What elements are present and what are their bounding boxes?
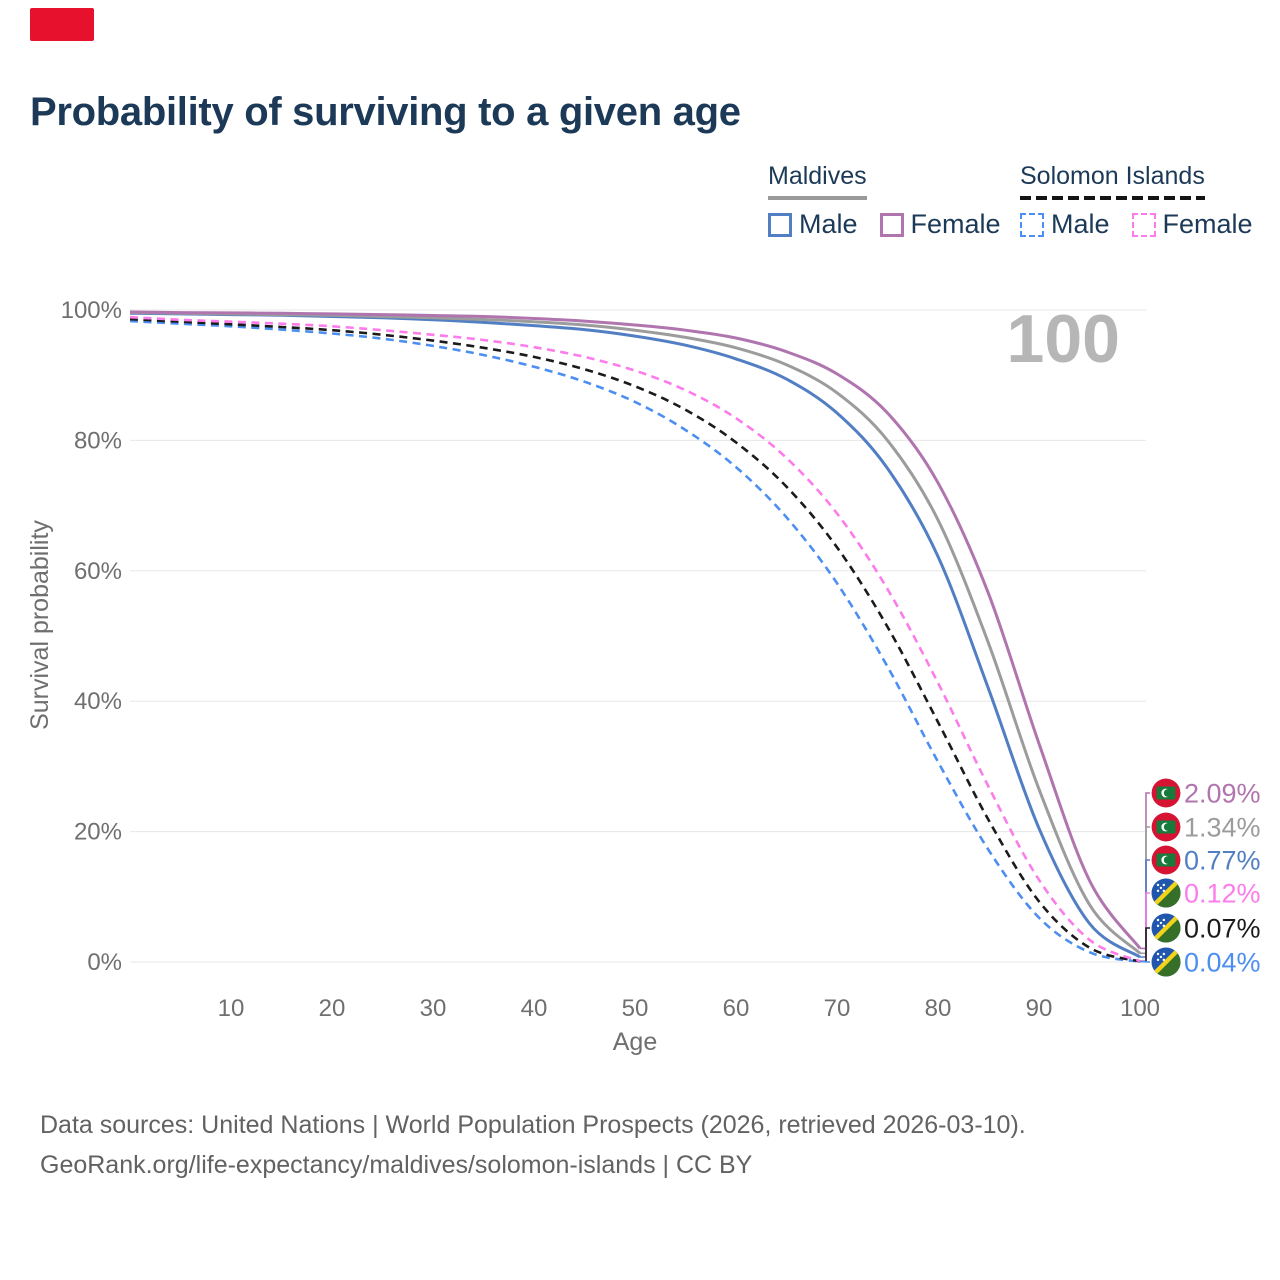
brand-logo-mark (30, 8, 94, 41)
end-value-label-maldives-female: 2.09% (1184, 779, 1261, 809)
x-tick-label: 60 (723, 995, 750, 1022)
x-axis-title: Age (613, 1028, 657, 1056)
legend-group-maldives: Maldives Male Female (768, 162, 1001, 240)
legend-swatch-maldives-male (768, 212, 792, 237)
maldives-flag-icon (1151, 812, 1181, 842)
legend-group-title-maldives[interactable]: Maldives (768, 162, 867, 190)
legend-item-solomon-male[interactable]: Male (1020, 209, 1110, 240)
series-line-solomon-male[interactable] (129, 319, 1141, 963)
legend-swatch-solomon-male (1020, 212, 1044, 237)
solomon-islands-flag-icon (1151, 913, 1181, 943)
series-line-maldives-female[interactable] (129, 310, 1142, 950)
end-value-label-solomon-male: 0.04% (1184, 948, 1261, 978)
legend-item-label: Male (1051, 209, 1110, 239)
y-tick-label: 0% (87, 949, 122, 976)
legend-group-solomon-islands: Solomon Islands Male Female (1020, 162, 1253, 240)
legend-item-maldives-male[interactable]: Male (768, 209, 858, 240)
maldives-flag-icon (1151, 845, 1181, 875)
series-line-maldives-all[interactable] (129, 311, 1142, 955)
legend-item-solomon-female[interactable]: Female (1131, 209, 1253, 240)
end-value-label-maldives-all: 1.34% (1184, 813, 1261, 843)
legend-item-label: Female (910, 209, 1001, 239)
legend-underline-maldives (768, 196, 867, 200)
y-tick-label: 60% (74, 558, 122, 585)
chart-title: Probability of surviving to a given age (30, 90, 741, 134)
end-value-label-solomon-female: 0.12% (1184, 879, 1261, 909)
x-tick-label: 30 (420, 995, 447, 1022)
x-tick-label: 80 (925, 995, 952, 1022)
y-axis-title: Survival probability (26, 520, 54, 730)
legend-item-label: Male (799, 209, 858, 239)
series-line-solomon-female[interactable] (129, 315, 1141, 963)
x-tick-label: 40 (521, 995, 548, 1022)
footer: Data sources: United Nations | World Pop… (40, 1105, 1026, 1185)
x-tick-label: 10 (218, 995, 245, 1022)
solomon-islands-flag-icon (1151, 947, 1181, 977)
solomon-islands-flag-icon (1151, 878, 1181, 908)
x-tick-label: 20 (319, 995, 346, 1022)
legend-swatch-maldives-female (879, 212, 904, 237)
legend-item-label: Female (1162, 209, 1253, 239)
age-counter-watermark: 100 (1007, 301, 1120, 377)
legend-item-maldives-female[interactable]: Female (879, 209, 1001, 240)
footer-attribution-url: GeoRank.org/life-expectancy/maldives/sol… (40, 1151, 753, 1179)
maldives-flag-icon (1151, 778, 1181, 808)
x-tick-label: 70 (824, 995, 851, 1022)
legend-group-title-solomon-islands[interactable]: Solomon Islands (1020, 162, 1205, 190)
x-tick-label: 100 (1120, 995, 1160, 1022)
end-label-connector-maldives-all (1140, 826, 1150, 955)
legend-swatch-solomon-female (1131, 212, 1156, 237)
y-tick-label: 100% (61, 297, 122, 324)
x-tick-label: 90 (1026, 995, 1053, 1022)
series-line-solomon-all[interactable] (129, 317, 1141, 963)
y-tick-label: 40% (74, 688, 122, 715)
end-label-connector-maldives-male (1140, 859, 1150, 958)
footer-data-sources: Data sources: United Nations | World Pop… (40, 1111, 1026, 1139)
x-tick-label: 50 (622, 995, 649, 1022)
end-label-connector-maldives-female (1140, 792, 1150, 950)
end-label-connector-solomon-female (1140, 892, 1150, 962)
y-tick-label: 80% (74, 427, 122, 454)
legend-underline-solomon-islands (1020, 196, 1205, 200)
y-tick-label: 20% (74, 819, 122, 846)
end-value-label-maldives-male: 0.77% (1184, 846, 1261, 876)
end-value-label-solomon-all: 0.07% (1184, 914, 1261, 944)
series-line-maldives-male[interactable] (129, 311, 1141, 959)
